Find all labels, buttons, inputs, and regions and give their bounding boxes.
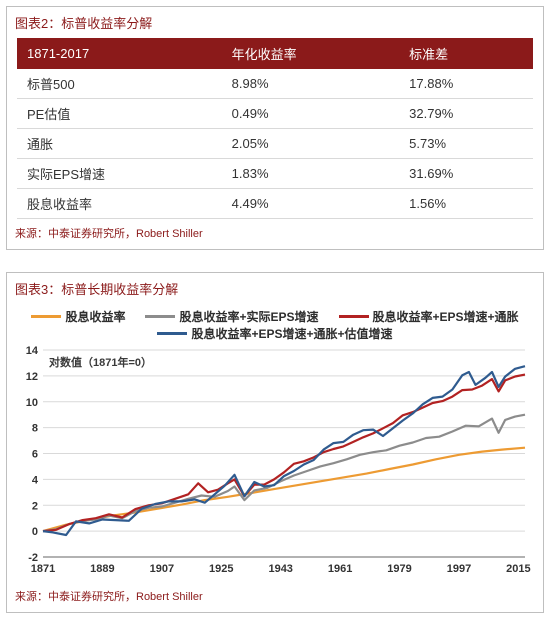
legend: 股息收益率 股息收益率+实际EPS增速 股息收益率+EPS增速+通胀股息收益率+EP… (17, 308, 533, 342)
legend-swatch (145, 315, 175, 318)
ytick-label: 0 (32, 526, 38, 538)
col-stdev: 标准差 (399, 38, 533, 69)
ytick-label: 8 (32, 423, 38, 435)
panel1-source: 来源：中泰证券研究所，Robert Shiller (7, 219, 543, 249)
table-cell: 31.69% (399, 159, 533, 189)
chart-container: 股息收益率 股息收益率+实际EPS增速 股息收益率+EPS增速+通胀股息收益率+EP… (7, 304, 543, 582)
legend-item: 股息收益率 (31, 308, 125, 325)
panel1-title: 图表2：标普收益率分解 (7, 7, 543, 38)
returns-table: 1871-2017 年化收益率 标准差 标普5008.98%17.88%PE估值… (17, 38, 533, 219)
legend-swatch (31, 315, 61, 318)
ytick-label: 14 (26, 345, 39, 357)
series-div+eps+infl+val (43, 366, 525, 535)
col-period: 1871-2017 (17, 38, 222, 69)
table-cell: 4.49% (222, 189, 400, 219)
table-cell: 1.56% (399, 189, 533, 219)
table-cell: 5.73% (399, 129, 533, 159)
table-cell: 17.88% (399, 69, 533, 99)
line-chart: -202468101214187118891907192519431961197… (17, 344, 533, 579)
ytick-label: 4 (32, 474, 39, 486)
panel-table: 图表2：标普收益率分解 1871-2017 年化收益率 标准差 标普5008.9… (6, 6, 544, 250)
xtick-label: 1943 (268, 563, 292, 575)
ytick-label: 10 (26, 397, 38, 409)
ytick-label: 2 (32, 500, 38, 512)
table-cell: 8.98% (222, 69, 400, 99)
chart-note: 对数值（1871年=0） (49, 354, 152, 370)
legend-swatch (339, 315, 369, 318)
table-row: PE估值0.49%32.79% (17, 99, 533, 129)
table-header-row: 1871-2017 年化收益率 标准差 (17, 38, 533, 69)
xtick-label: 1979 (387, 563, 411, 575)
xtick-label: 1907 (150, 563, 174, 575)
table-cell: 标普500 (17, 69, 222, 99)
ytick-label: 12 (26, 371, 38, 383)
legend-label: 股息收益率+EPS增速+通胀 (373, 308, 519, 325)
table-row: 股息收益率4.49%1.56% (17, 189, 533, 219)
panel2-source: 来源：中泰证券研究所，Robert Shiller (7, 582, 543, 612)
legend-item: 股息收益率+EPS增速+通胀+估值增速 (157, 325, 392, 342)
table-cell: 2.05% (222, 129, 400, 159)
legend-item: 股息收益率+实际EPS增速 (145, 308, 318, 325)
series-div+eps+infl (43, 375, 525, 531)
panel2-title: 图表3：标普长期收益率分解 (7, 273, 543, 304)
legend-label: 股息收益率+实际EPS增速 (179, 308, 318, 325)
table-row: 通胀2.05%5.73% (17, 129, 533, 159)
xtick-label: 1871 (31, 563, 55, 575)
ytick-label: 6 (32, 449, 38, 461)
xtick-label: 1961 (328, 563, 352, 575)
legend-swatch (157, 332, 187, 335)
legend-item: 股息收益率+EPS增速+通胀 (339, 308, 519, 325)
col-annret: 年化收益率 (222, 38, 400, 69)
legend-label: 股息收益率 (65, 308, 125, 325)
legend-label: 股息收益率+EPS增速+通胀+估值增速 (191, 325, 392, 342)
table-row: 标普5008.98%17.88% (17, 69, 533, 99)
table-cell: 通胀 (17, 129, 222, 159)
xtick-label: 1997 (447, 563, 471, 575)
table-cell: 32.79% (399, 99, 533, 129)
panel-chart: 图表3：标普长期收益率分解 股息收益率股息收益率+实际EPS增速股息收益率+EP… (6, 272, 544, 613)
table-cell: PE估值 (17, 99, 222, 129)
xtick-label: 1925 (209, 563, 233, 575)
table-cell: 0.49% (222, 99, 400, 129)
xtick-label: 2015 (506, 563, 530, 575)
table-cell: 1.83% (222, 159, 400, 189)
table-cell: 实际EPS增速 (17, 159, 222, 189)
table-cell: 股息收益率 (17, 189, 222, 219)
table-row: 实际EPS增速1.83%31.69% (17, 159, 533, 189)
xtick-label: 1889 (90, 563, 114, 575)
series-divyield (43, 448, 525, 531)
chart-plot-wrap: 对数值（1871年=0） -20246810121418711889190719… (17, 344, 533, 582)
